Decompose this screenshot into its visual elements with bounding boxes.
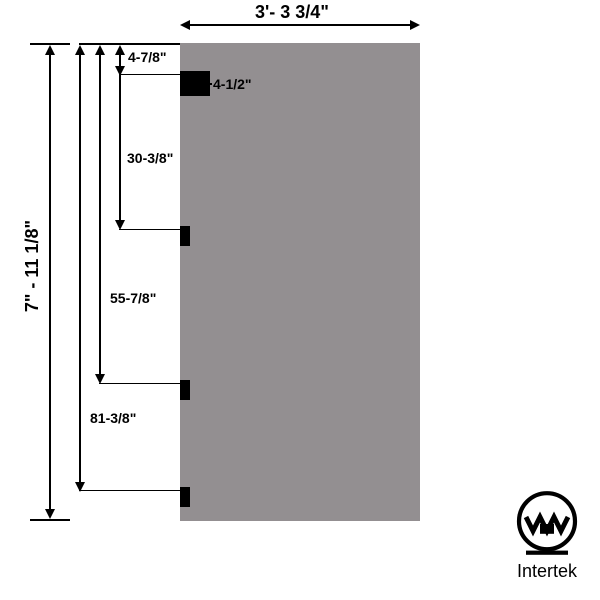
dim-hinge4-arrow-up [75,45,85,55]
intertek-logo-mark [512,489,582,559]
dim-height-label: 7" - 11 1/8" [22,220,43,312]
hinge-3 [180,380,190,400]
dim-hinge4-label: 81-3/8" [90,410,136,426]
ext-h4 [79,490,180,491]
intertek-logo: Intertek [512,489,582,582]
dim-hinge4-line [79,53,81,485]
dim-hinge3-line [99,53,101,377]
dim-hinge3-arrow-up [95,45,105,55]
hinge-2 [180,226,190,246]
dim-height-arrow-down [45,509,55,519]
dim-height-line [49,53,51,511]
dim-hinge2-label: 30-3/8" [127,150,173,166]
hinge-4 [180,487,190,507]
intertek-logo-text: Intertek [512,561,582,582]
door-slab [180,43,420,521]
ext-h2 [119,229,180,230]
dim-width-arrow-right [410,20,420,30]
dim-height-arrow-up [45,45,55,55]
dim-hinge-depth-label: 4-1/2" [213,76,252,92]
dimension-diagram: 3'- 3 3/4" 7" - 11 1/8" 4-7/8" 4-1/2" 30… [0,0,600,600]
dim-height-ext-bot [30,519,70,521]
dim-hinge2-line [119,53,121,223]
dim-hinge-depth-line [180,83,212,85]
dim-width-label: 3'- 3 3/4" [255,2,329,23]
dim-hinge3-label: 55-7/8" [110,290,156,306]
dim-width-line [188,24,412,26]
ext-h1 [119,74,180,75]
ext-top [79,43,180,45]
dim-width-arrow-left [180,20,190,30]
ext-h3 [99,383,180,384]
dim-hinge1-label: 4-7/8" [128,49,167,65]
